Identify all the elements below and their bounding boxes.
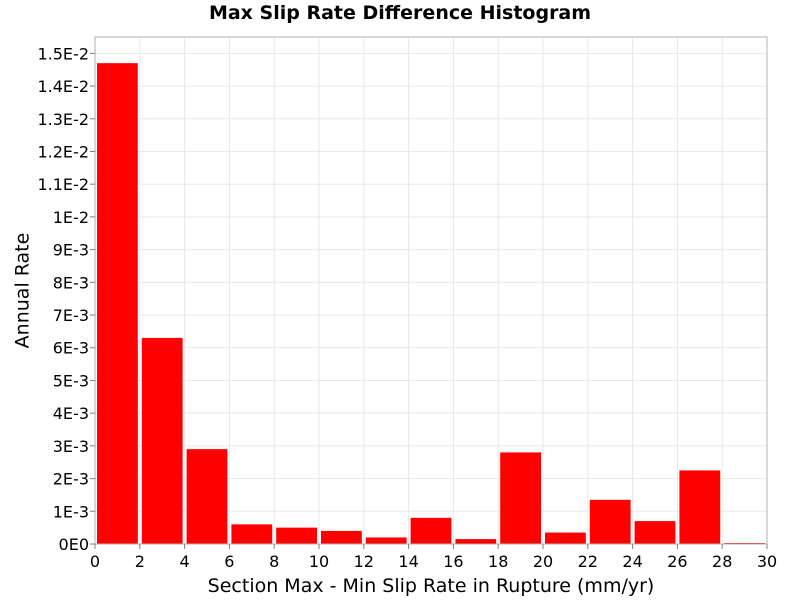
x-axis-title: Section Max - Min Slip Rate in Rupture (… xyxy=(208,575,655,597)
x-tick-label: 0 xyxy=(90,552,100,571)
x-tick-label: 16 xyxy=(443,552,463,571)
y-tick-label: 1.3E-2 xyxy=(37,110,89,129)
y-tick-label: 4E-3 xyxy=(53,404,89,423)
x-tick-label: 4 xyxy=(180,552,190,571)
y-tick-label: 3E-3 xyxy=(53,437,89,456)
y-tick-label: 7E-3 xyxy=(53,306,89,325)
x-tick-label: 18 xyxy=(488,552,508,571)
histogram-bar xyxy=(410,517,452,544)
histogram-bar xyxy=(365,537,407,544)
histogram-bar xyxy=(679,470,721,544)
x-tick-label: 14 xyxy=(398,552,418,571)
y-tick-label: 2E-3 xyxy=(53,470,89,489)
x-tick-label: 28 xyxy=(712,552,732,571)
x-tick-label: 10 xyxy=(309,552,329,571)
histogram-bar xyxy=(500,452,541,544)
x-tick-label: 30 xyxy=(757,552,777,571)
bars-layer xyxy=(97,63,765,545)
ticks-layer: 0 2 4 6 8 10 12 14 16 18 20 22 24 26 28 300E01E-32E-33E… xyxy=(37,44,777,571)
histogram-bar xyxy=(186,449,228,544)
chart-title: Max Slip Rate Difference Histogram xyxy=(208,2,592,24)
y-tick-label: 1.1E-2 xyxy=(37,175,89,194)
histogram-bar xyxy=(97,63,138,544)
histogram-bar xyxy=(276,527,317,544)
plot-frame xyxy=(94,36,768,545)
x-tick-label: 22 xyxy=(578,552,598,571)
histogram-bar xyxy=(634,521,676,544)
y-tick-label: 0E0 xyxy=(59,535,89,554)
x-tick-label: 24 xyxy=(622,552,642,571)
histogram-bar xyxy=(231,524,273,544)
y-tick-label: 1.4E-2 xyxy=(37,77,89,96)
x-tick-label: 2 xyxy=(135,552,145,571)
y-axis-title: Annual Rate xyxy=(12,233,34,349)
x-tick-label: 8 xyxy=(269,552,279,571)
histogram-bar xyxy=(589,499,631,544)
x-tick-label: 26 xyxy=(667,552,687,571)
x-tick-label: 6 xyxy=(224,552,234,571)
y-tick-label: 1.5E-2 xyxy=(37,44,89,63)
y-tick-label: 8E-3 xyxy=(53,273,89,292)
x-tick-label: 20 xyxy=(533,552,553,571)
histogram-bar xyxy=(455,539,497,544)
histogram-bar xyxy=(141,337,183,544)
y-tick-label: 6E-3 xyxy=(53,339,89,358)
x-tick-label: 12 xyxy=(354,552,374,571)
grid-layer xyxy=(94,37,768,545)
y-tick-label: 1E-3 xyxy=(53,502,89,521)
y-tick-label: 5E-3 xyxy=(53,371,89,390)
y-tick-label: 1E-2 xyxy=(53,208,89,227)
y-tick-label: 1.2E-2 xyxy=(37,142,89,161)
y-tick-label: 9E-3 xyxy=(53,241,89,260)
histogram-bar xyxy=(321,530,362,544)
histogram-bar xyxy=(545,532,586,544)
